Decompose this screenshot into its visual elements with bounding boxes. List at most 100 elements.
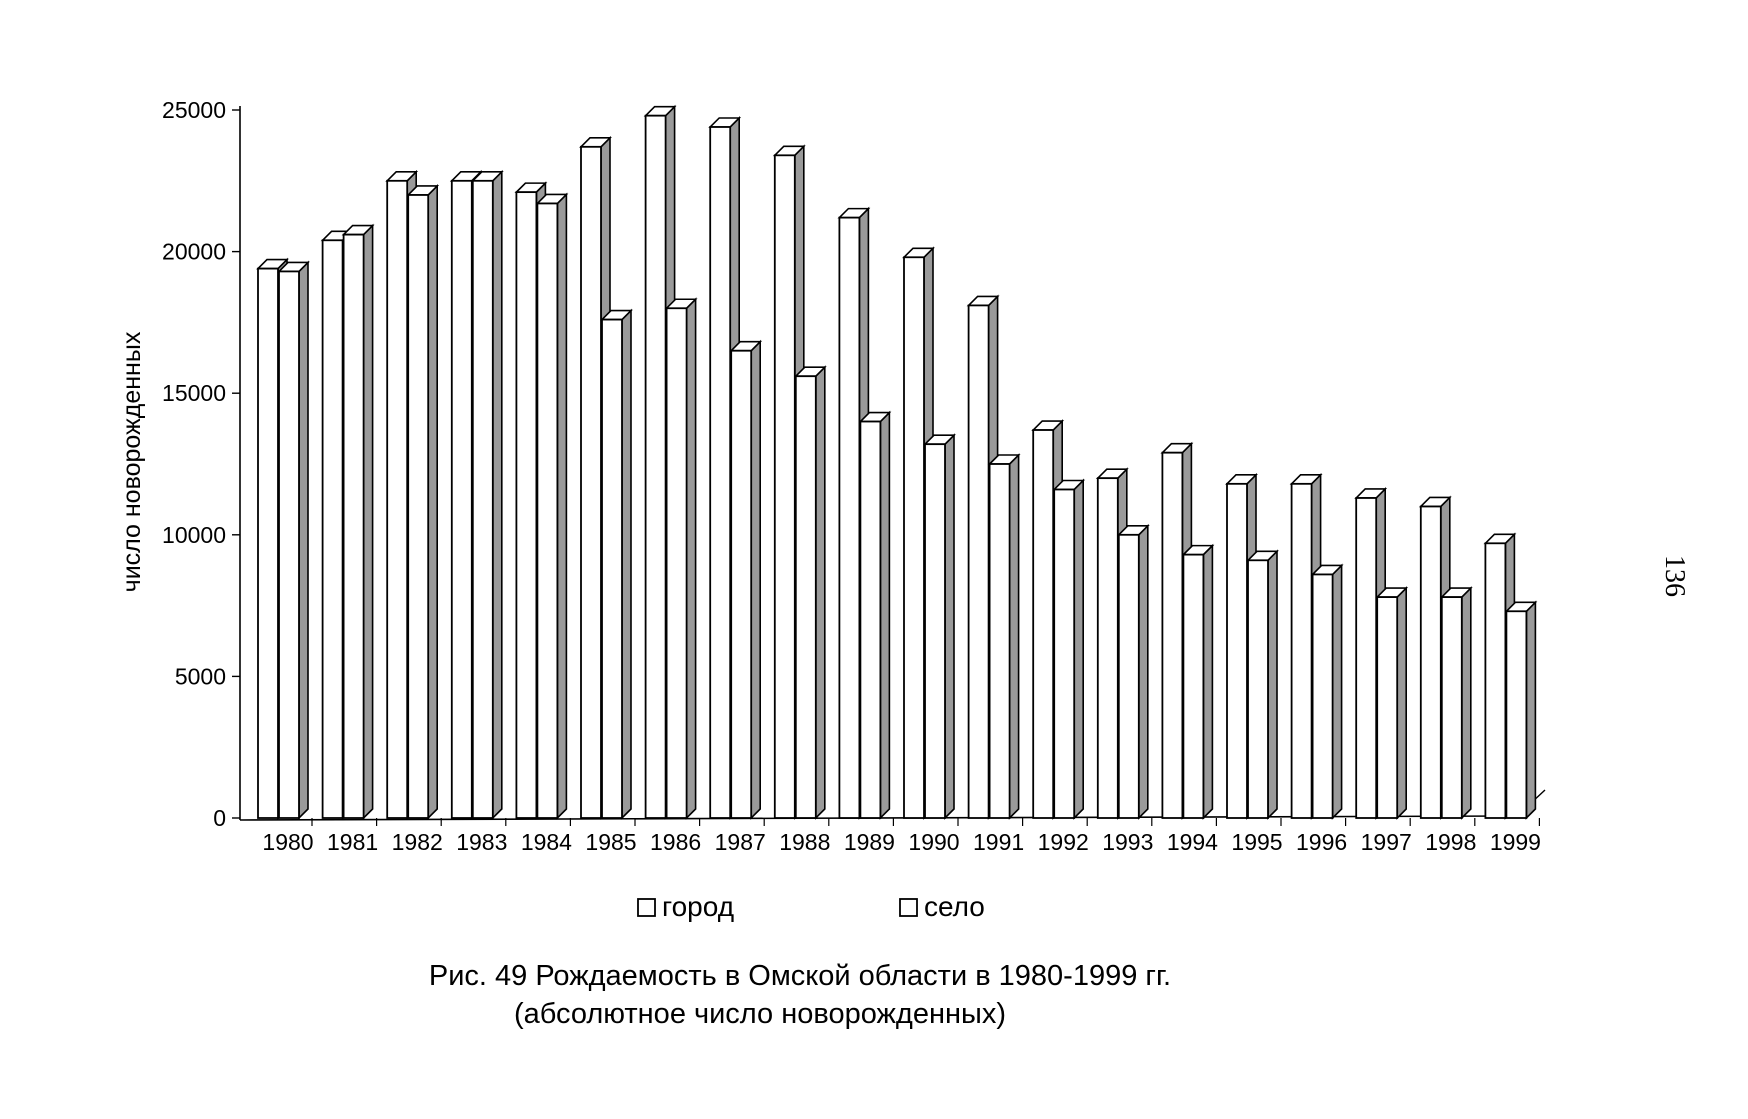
bar-selo-1988 (793, 365, 827, 820)
bar-selo-1983 (470, 169, 504, 820)
bar-side-face (750, 339, 762, 820)
bar-selo-1986 (664, 297, 698, 820)
bar-front-face (471, 179, 494, 819)
y-tick-label: 25000 (162, 97, 226, 123)
bar-selo-1982 (406, 184, 440, 820)
x-tick-label: 1988 (779, 829, 830, 855)
bar-side-face (1267, 549, 1278, 820)
bar-front-face (665, 307, 688, 819)
bar-front-face (1419, 505, 1442, 819)
bar-front-face (1247, 559, 1269, 819)
bar-front-face (407, 194, 430, 819)
bar-side-face (1138, 523, 1149, 820)
bar-front-face (859, 420, 882, 819)
y-axis-title: число новорожденных (118, 331, 146, 592)
x-tick-label: 1985 (585, 829, 636, 855)
bar-front-face (536, 202, 559, 819)
bar-side-face (685, 297, 697, 820)
bar-front-face (838, 216, 861, 819)
bar-side-face (814, 365, 826, 820)
bar-side-face (1202, 543, 1214, 820)
x-tick-label: 1987 (715, 829, 766, 855)
bar-front-face (1290, 482, 1313, 819)
bar-side-face (1525, 600, 1537, 820)
page-number: 136 (1659, 555, 1690, 597)
bar-selo-1994 (1181, 543, 1215, 820)
bar-side-face (879, 410, 891, 820)
legend-label: город (662, 891, 734, 922)
legend-item: город (637, 891, 734, 922)
bar-selo-1991 (987, 453, 1021, 820)
bar-side-face (621, 308, 632, 820)
bar-selo-1981 (341, 223, 375, 820)
bar-front-face (1117, 533, 1140, 819)
bar-side-face (1073, 478, 1084, 820)
bar-selo-1980 (277, 260, 310, 820)
bar-front-face (321, 239, 344, 819)
bar-front-face (1355, 497, 1378, 819)
bar-selo-1987 (729, 339, 763, 820)
y-tick-label: 20000 (162, 239, 226, 265)
bar-front-face (967, 304, 990, 819)
bar-side-face (491, 169, 503, 820)
bar-front-face (709, 126, 732, 819)
legend: город село (637, 891, 985, 922)
x-tick-label: 1986 (650, 829, 701, 855)
bar-selo-1989 (858, 410, 892, 820)
bar-side-face (1396, 586, 1407, 820)
x-tick-label: 1991 (973, 829, 1024, 855)
bar-front-face (903, 256, 925, 819)
x-tick-label: 1992 (1038, 829, 1089, 855)
bar-selo-1998 (1439, 586, 1473, 820)
bar-selo-1996 (1310, 563, 1344, 820)
x-tick-label: 1981 (327, 829, 378, 855)
bar-selo-1985 (600, 308, 633, 820)
bar-side-face (1008, 453, 1020, 820)
bar-side-face (427, 184, 439, 820)
x-tick-label: 1999 (1490, 829, 1541, 855)
figure-caption-subtitle: (абсолютное число новорожденных) (513, 998, 1007, 1030)
bars (256, 104, 1538, 820)
x-tick-label: 1990 (908, 829, 959, 855)
bar-front-face (580, 145, 602, 819)
bar-front-face (1376, 596, 1399, 819)
bar-front-face (730, 349, 753, 819)
bar-front-face (1161, 451, 1184, 819)
bar-front-face (1484, 542, 1507, 819)
x-tick-label: 1993 (1102, 829, 1153, 855)
bar-front-face (1311, 573, 1334, 819)
y-tick-label: 5000 (175, 663, 226, 689)
bar-side-face (1461, 586, 1472, 820)
bar-front-face (386, 179, 409, 819)
bar-selo-1995 (1246, 549, 1279, 820)
bar-selo-1992 (1052, 478, 1086, 820)
bar-side-face (556, 192, 568, 820)
bar-front-face (601, 318, 623, 819)
x-tick-label: 1994 (1167, 829, 1218, 855)
x-tick-label: 1984 (521, 829, 572, 855)
bar-front-face (1505, 610, 1528, 819)
figure-caption-title: Рис. 49 Рождаемость в Омской области в 1… (428, 960, 1172, 992)
bar-side-face (1331, 563, 1343, 820)
bar-front-face (794, 375, 817, 819)
bar-front-face (1226, 482, 1248, 819)
x-tick-label: 1998 (1425, 829, 1476, 855)
y-tick-label: 10000 (162, 522, 226, 548)
bar-front-face (773, 154, 796, 819)
bar-selo-1999 (1504, 600, 1538, 820)
bar-front-face (1032, 429, 1055, 819)
y-tick-label: 0 (213, 805, 226, 831)
bar-front-face (1096, 477, 1119, 819)
x-tick-label: 1996 (1296, 829, 1347, 855)
x-tick-label: 1982 (392, 829, 443, 855)
bar-front-face (1182, 553, 1205, 819)
tick-labels: 0 5000 10000 15000 20000 25000 1980 1981 1982 198… (162, 97, 1541, 855)
legend-swatch (899, 898, 918, 917)
x-tick-label: 1989 (844, 829, 895, 855)
bar-front-face (988, 463, 1011, 819)
y-tick-label: 15000 (162, 380, 226, 406)
x-tick-label: 1997 (1361, 829, 1412, 855)
bar-front-face (515, 191, 538, 819)
bar-front-face (1053, 488, 1076, 819)
